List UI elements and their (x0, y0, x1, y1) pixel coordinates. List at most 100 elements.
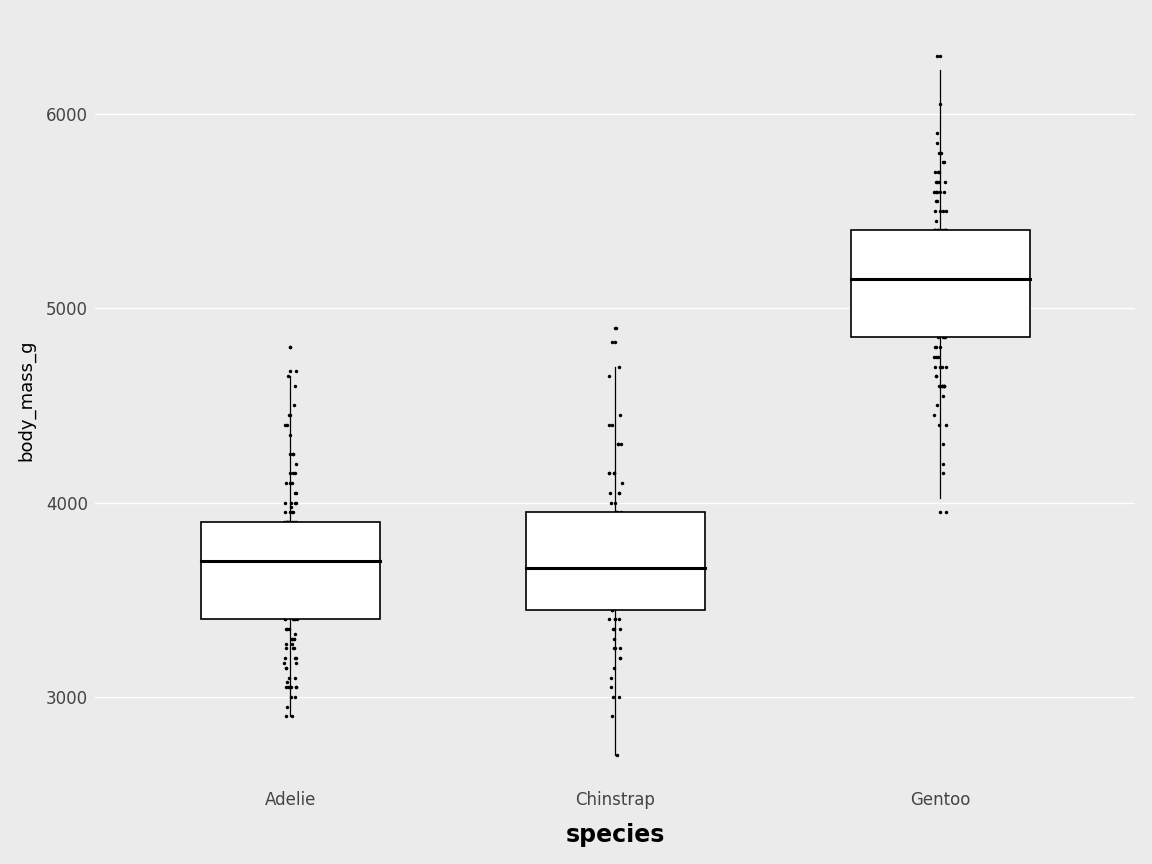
Point (282, 574, 301, 588)
Point (287, 656, 305, 670)
Point (605, 535, 623, 549)
Point (607, 321, 626, 334)
Point (275, 554, 294, 568)
Point (281, 340, 300, 354)
Point (281, 428, 300, 442)
Point (925, 233, 943, 247)
Point (609, 690, 628, 704)
Point (927, 302, 946, 315)
Point (279, 593, 297, 607)
Point (937, 263, 955, 276)
Point (934, 311, 953, 325)
Point (609, 437, 628, 451)
Bar (851, 231, 1030, 338)
Point (286, 525, 304, 539)
Point (278, 554, 296, 568)
Point (285, 641, 303, 655)
Point (600, 613, 619, 626)
Point (607, 505, 626, 519)
Point (286, 651, 304, 665)
Point (929, 137, 947, 150)
Point (938, 263, 956, 276)
Point (929, 263, 947, 276)
Point (607, 554, 626, 568)
Point (281, 680, 300, 694)
Point (604, 564, 622, 578)
Point (281, 554, 300, 568)
Point (933, 379, 952, 393)
Point (611, 593, 629, 607)
Point (282, 564, 301, 578)
Point (283, 583, 302, 597)
Point (929, 233, 947, 247)
Point (285, 448, 303, 461)
Point (605, 632, 623, 645)
Point (283, 550, 302, 563)
Point (607, 554, 626, 568)
Point (937, 505, 955, 519)
Point (931, 48, 949, 62)
Point (927, 194, 946, 208)
Point (605, 613, 623, 626)
Point (932, 379, 950, 393)
Point (932, 282, 950, 295)
Point (934, 233, 953, 247)
Point (279, 535, 297, 549)
Point (275, 613, 294, 626)
Point (935, 156, 954, 169)
Point (279, 564, 297, 578)
Point (930, 165, 948, 179)
Point (287, 613, 305, 626)
Point (283, 641, 302, 655)
Point (606, 515, 624, 529)
Point (286, 554, 304, 568)
Point (283, 578, 302, 592)
Point (280, 535, 298, 549)
Point (934, 389, 953, 403)
Point (276, 598, 295, 612)
Point (611, 593, 629, 607)
Point (604, 622, 622, 636)
Point (602, 574, 621, 588)
Point (926, 370, 945, 384)
Point (930, 224, 948, 238)
Point (287, 379, 305, 393)
Point (278, 676, 296, 689)
Point (283, 602, 302, 616)
Point (608, 515, 627, 529)
Bar (525, 512, 705, 609)
Point (925, 292, 943, 306)
Point (281, 583, 300, 597)
Point (930, 243, 948, 257)
Point (276, 661, 295, 675)
Point (601, 496, 620, 510)
Point (930, 282, 948, 295)
Point (606, 335, 624, 349)
Point (280, 515, 298, 529)
Point (282, 554, 301, 568)
Point (287, 554, 305, 568)
Point (280, 515, 298, 529)
Point (931, 243, 949, 257)
Point (929, 302, 947, 315)
Point (609, 593, 628, 607)
Point (927, 350, 946, 364)
Point (278, 574, 296, 588)
Point (276, 622, 295, 636)
Point (935, 331, 954, 345)
Point (282, 574, 301, 588)
Point (932, 272, 950, 286)
Point (287, 651, 305, 665)
Point (287, 598, 305, 612)
Point (279, 622, 297, 636)
Point (279, 622, 297, 636)
X-axis label: species: species (566, 823, 665, 848)
Point (278, 602, 296, 616)
Point (283, 637, 302, 651)
Point (931, 243, 949, 257)
Point (287, 680, 305, 694)
Point (602, 550, 621, 563)
Point (283, 505, 302, 519)
Point (937, 243, 955, 257)
Point (279, 418, 297, 432)
